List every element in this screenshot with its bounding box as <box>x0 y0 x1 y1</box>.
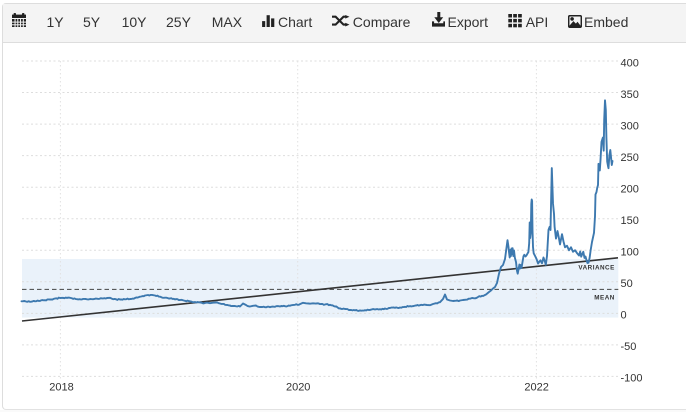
svg-text:-50: -50 <box>621 341 637 353</box>
svg-text:2020: 2020 <box>286 382 310 394</box>
svg-text:MEAN: MEAN <box>594 294 615 301</box>
svg-text:200: 200 <box>621 184 639 196</box>
svg-text:2022: 2022 <box>524 382 548 394</box>
svg-text:-100: -100 <box>621 373 643 385</box>
svg-text:400: 400 <box>621 57 639 69</box>
svg-text:50: 50 <box>621 278 633 290</box>
svg-text:0: 0 <box>621 310 627 322</box>
svg-text:250: 250 <box>621 152 639 164</box>
svg-text:350: 350 <box>621 89 639 101</box>
svg-text:150: 150 <box>621 215 639 227</box>
svg-text:300: 300 <box>621 120 639 132</box>
svg-text:VARIANCE: VARIANCE <box>578 264 614 271</box>
svg-text:2018: 2018 <box>49 382 73 394</box>
svg-text:100: 100 <box>621 247 639 259</box>
